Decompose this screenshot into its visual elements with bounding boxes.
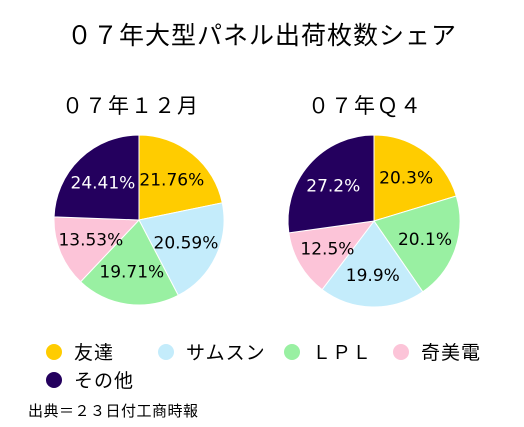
chart-title: ０７年大型パネル出荷枚数シェア <box>66 21 457 50</box>
right-chart-subtitle: ０７年Ｑ４ <box>308 94 423 118</box>
slice-label-lpl: 19.71% <box>99 263 164 283</box>
slice-label-auo: 20.3% <box>379 169 433 189</box>
legend-item-lpl: ＬＰＬ <box>284 338 372 365</box>
pie-slice-samsung <box>321 220 424 308</box>
legend-swatch-samsung <box>158 343 174 360</box>
slice-label-others: 24.41% <box>71 174 136 194</box>
legend-label-auo: 友達 <box>74 342 115 364</box>
legend-item-samsung: サムスン <box>158 338 266 365</box>
legend-swatch-others <box>46 371 62 388</box>
pie-slice-auo <box>373 134 457 222</box>
pie-slice-lpl <box>79 219 179 306</box>
pie-slice-auo <box>138 134 223 221</box>
legend-swatch-cmo <box>393 343 409 360</box>
slice-label-cmo: 12.5% <box>300 239 354 259</box>
left-chart-subtitle: ０７年１２月 <box>62 94 200 118</box>
pie-slice-samsung <box>138 202 225 297</box>
slice-label-auo: 21.76% <box>139 171 204 191</box>
pie-slice-cmo <box>288 220 376 291</box>
pie-slice-others <box>53 134 140 221</box>
slice-label-others: 27.2% <box>306 177 360 197</box>
pie-chart-december: 21.76% 20.59% 19.71% 13.53% 24.41% <box>53 134 225 306</box>
legend-label-lpl: ＬＰＬ <box>312 342 373 364</box>
legend-label-others: その他 <box>74 370 135 392</box>
legend-swatch-lpl <box>284 343 300 360</box>
legend-item-auo: 友達 <box>46 338 114 365</box>
slice-label-samsung: 19.9% <box>346 266 400 286</box>
source-note: 出典＝２３日付工商時報 <box>28 402 199 420</box>
legend-item-others: その他 <box>46 366 134 393</box>
pie-chart-q4: 20.3% 20.1% 19.9% 12.5% 27.2% <box>287 134 461 308</box>
pie-slice-lpl <box>373 195 461 293</box>
legend-label-cmo: 奇美電 <box>421 342 482 364</box>
legend-item-cmo: 奇美電 <box>393 338 481 365</box>
slice-label-cmo: 13.53% <box>58 231 123 251</box>
slice-label-samsung: 20.59% <box>154 233 219 253</box>
slice-label-lpl: 20.1% <box>398 230 452 250</box>
legend-swatch-auo <box>46 343 62 360</box>
pie-slice-cmo <box>53 216 141 283</box>
pie-slice-others <box>287 134 375 234</box>
legend-label-samsung: サムスン <box>186 342 266 364</box>
